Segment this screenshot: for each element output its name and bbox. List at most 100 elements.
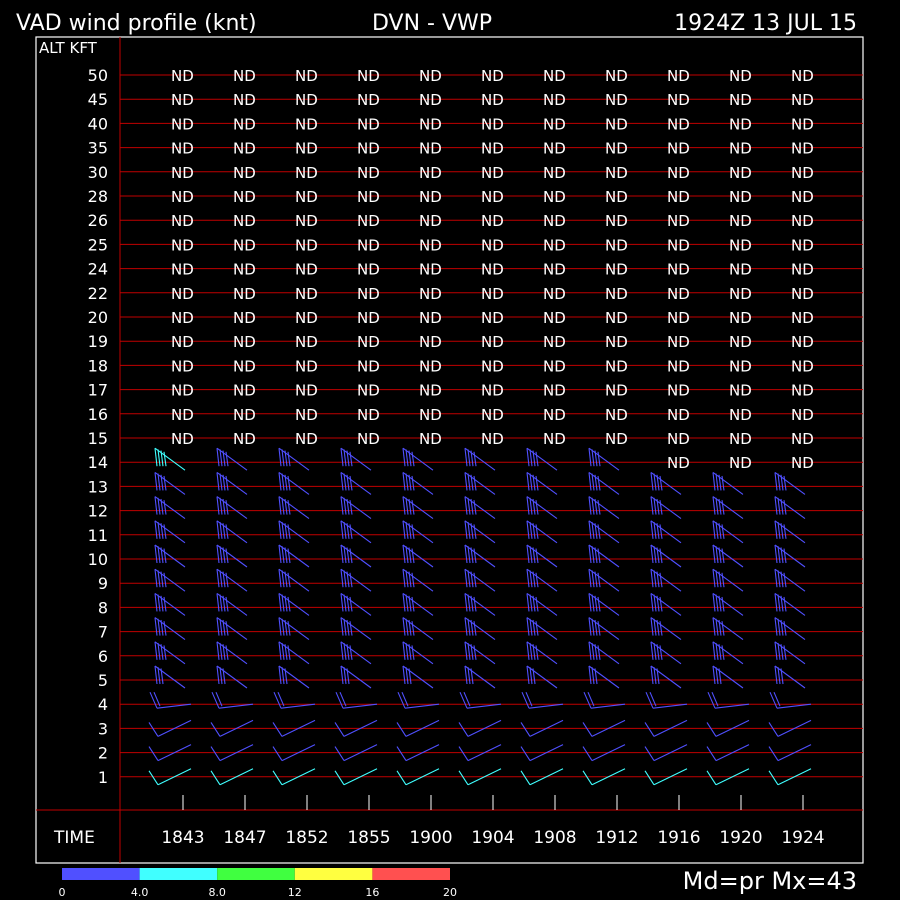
no-data-label: ND xyxy=(667,140,690,158)
no-data-label: ND xyxy=(357,382,380,400)
wind-barb xyxy=(526,568,558,592)
altitude-label: 5 xyxy=(98,671,108,690)
no-data-label: ND xyxy=(295,382,318,400)
no-data-label: ND xyxy=(605,212,628,230)
no-data-label: ND xyxy=(543,164,566,182)
altitude-label: 35 xyxy=(88,139,108,158)
no-data-label: ND xyxy=(419,285,442,303)
no-data-label: ND xyxy=(543,91,566,109)
wind-barb xyxy=(154,641,186,665)
no-data-label: ND xyxy=(233,140,256,158)
no-data-label: ND xyxy=(543,115,566,133)
no-data-label: ND xyxy=(791,333,814,351)
no-data-label: ND xyxy=(791,67,814,85)
no-data-label: ND xyxy=(357,188,380,206)
altitude-label: 13 xyxy=(88,477,108,496)
no-data-label: ND xyxy=(481,91,504,109)
colorbar-tick-label: 0 xyxy=(59,886,66,899)
no-data-label: ND xyxy=(171,236,194,254)
chart-title: VAD wind profile (knt) xyxy=(16,11,257,36)
no-data-label: ND xyxy=(419,406,442,424)
altitude-label: 18 xyxy=(88,356,108,375)
wind-barb xyxy=(402,592,434,616)
no-data-label: ND xyxy=(543,236,566,254)
time-label: 1904 xyxy=(471,828,514,848)
no-data-label: ND xyxy=(171,309,194,327)
no-data-label: ND xyxy=(543,406,566,424)
speed-colorbar: 0 4.0 8.0 12 16 20 xyxy=(59,868,457,899)
no-data-label: ND xyxy=(357,285,380,303)
no-data-label: ND xyxy=(357,333,380,351)
wind-barb xyxy=(340,665,372,689)
wind-barb xyxy=(272,768,316,786)
wind-barb xyxy=(278,520,310,544)
wind-barb xyxy=(774,641,806,665)
wind-barb xyxy=(216,641,248,665)
no-data-label: ND xyxy=(233,406,256,424)
wind-barb xyxy=(154,665,186,689)
no-data-label: ND xyxy=(419,333,442,351)
wind-barb xyxy=(588,447,620,471)
no-data-label: ND xyxy=(605,115,628,133)
wind-barb xyxy=(464,471,496,495)
wind-barb xyxy=(396,768,440,786)
wind-barb xyxy=(154,447,186,471)
time-label: 1847 xyxy=(223,828,266,848)
no-data-label: ND xyxy=(543,67,566,85)
wind-barb xyxy=(340,617,372,641)
no-data-label: ND xyxy=(357,261,380,279)
no-data-label: ND xyxy=(481,406,504,424)
altitude-label: 28 xyxy=(88,187,108,206)
altitude-label: 17 xyxy=(88,381,108,400)
no-data-label: ND xyxy=(729,115,752,133)
no-data-label: ND xyxy=(791,309,814,327)
wind-barb xyxy=(154,544,186,568)
no-data-label: ND xyxy=(729,236,752,254)
wind-barb xyxy=(464,641,496,665)
wind-barb xyxy=(588,520,620,544)
no-data-label: ND xyxy=(729,454,752,472)
no-data-label: ND xyxy=(543,188,566,206)
no-data-label: ND xyxy=(605,236,628,254)
no-data-label: ND xyxy=(233,236,256,254)
no-data-label: ND xyxy=(357,236,380,254)
wind-barb xyxy=(334,744,378,762)
wind-barb xyxy=(768,719,812,737)
wind-barb xyxy=(211,691,254,709)
no-data-label: ND xyxy=(295,333,318,351)
no-data-label: ND xyxy=(233,115,256,133)
no-data-label: ND xyxy=(791,430,814,448)
no-data-label: ND xyxy=(543,357,566,375)
wind-barb xyxy=(774,544,806,568)
wind-barb xyxy=(396,719,440,737)
no-data-label: ND xyxy=(357,140,380,158)
wind-barb xyxy=(526,665,558,689)
datetime-label: 1924Z 13 JUL 15 xyxy=(674,11,857,36)
wind-barb xyxy=(216,471,248,495)
wind-barb xyxy=(154,568,186,592)
no-data-label: ND xyxy=(667,454,690,472)
altitude-label: 16 xyxy=(88,405,108,424)
no-data-label: ND xyxy=(729,285,752,303)
altitude-label: 2 xyxy=(98,744,108,763)
no-data-label: ND xyxy=(791,188,814,206)
wind-barb xyxy=(650,520,682,544)
no-data-label: ND xyxy=(667,261,690,279)
no-data-label: ND xyxy=(295,91,318,109)
no-data-label: ND xyxy=(295,309,318,327)
wind-barb xyxy=(712,592,744,616)
no-data-label: ND xyxy=(233,67,256,85)
no-data-label: ND xyxy=(791,140,814,158)
no-data-label: ND xyxy=(171,164,194,182)
stats-label: Md=pr Mx=43 xyxy=(683,867,857,895)
no-data-label: ND xyxy=(667,164,690,182)
wind-barb xyxy=(148,744,192,762)
no-data-label: ND xyxy=(171,140,194,158)
wind-barb xyxy=(464,544,496,568)
time-ticks: 1843 1847 1852 1855 1900 1904 1908 1912 1916 1920… xyxy=(161,795,825,848)
wind-barb xyxy=(340,447,372,471)
no-data-label: ND xyxy=(233,309,256,327)
no-data-label: ND xyxy=(481,212,504,230)
no-data-label: ND xyxy=(171,357,194,375)
